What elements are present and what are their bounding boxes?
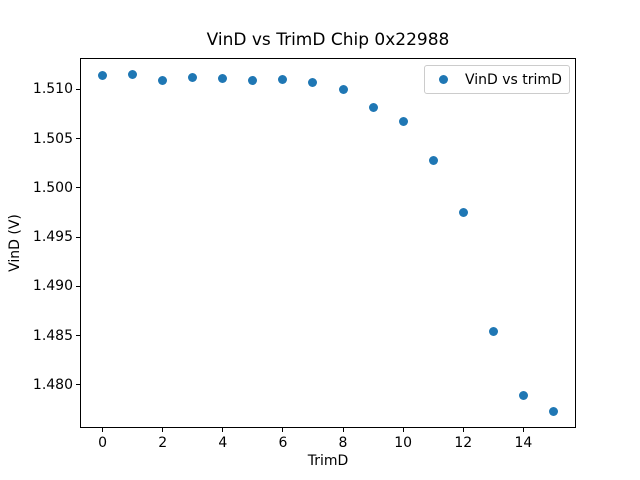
scatter-point	[218, 74, 228, 84]
scatter-point	[518, 391, 528, 401]
plot-area	[80, 58, 576, 428]
x-tick-mark	[102, 428, 104, 432]
y-tick-label: 1.505	[32, 130, 73, 147]
scatter-point	[128, 70, 138, 80]
scatter-point	[368, 102, 378, 112]
y-tick-mark	[76, 88, 80, 90]
x-tick-label: 12	[454, 435, 473, 451]
x-tick-label: 8	[338, 435, 348, 451]
scatter-point	[398, 117, 408, 127]
x-tick-mark	[282, 428, 284, 432]
y-tick-label: 1.485	[32, 327, 73, 344]
y-tick-label: 1.495	[32, 229, 73, 246]
y-tick-label: 1.500	[32, 179, 73, 196]
scatter-point	[158, 76, 168, 86]
x-tick-mark	[342, 428, 344, 432]
scatter-point	[278, 75, 288, 85]
legend: VinD vs trimD	[424, 65, 570, 94]
y-tick-label: 1.480	[32, 376, 73, 393]
x-tick-label: 4	[218, 435, 228, 451]
scatter-point	[338, 84, 348, 94]
y-tick-mark	[76, 138, 80, 140]
x-tick-mark	[462, 428, 464, 432]
x-tick-label: 14	[514, 435, 533, 451]
legend-marker-icon	[439, 75, 448, 84]
scatter-point	[98, 71, 108, 81]
x-tick-label: 10	[394, 435, 413, 451]
y-tick-label: 1.490	[32, 278, 73, 295]
chart-title: VinD vs TrimD Chip 0x22988	[206, 30, 450, 50]
scatter-point	[188, 73, 198, 83]
x-tick-label: 0	[98, 435, 107, 451]
legend-label: VinD vs trimD	[465, 71, 562, 88]
scatter-point	[308, 78, 318, 88]
x-tick-label: 2	[158, 435, 168, 451]
x-tick-label: 6	[278, 435, 288, 451]
y-tick-mark	[76, 335, 80, 336]
y-axis-label: VinD (V)	[7, 214, 23, 272]
scatter-point	[488, 327, 498, 337]
x-tick-mark	[402, 428, 404, 432]
y-tick-mark	[76, 187, 80, 189]
y-tick-mark	[76, 384, 80, 386]
scatter-point	[428, 155, 438, 165]
x-tick-mark	[162, 428, 164, 432]
scatter-point	[548, 406, 558, 416]
scatter-point	[458, 207, 468, 217]
y-tick-mark	[76, 285, 80, 287]
y-tick-label: 1.510	[32, 81, 73, 98]
scatter-point	[248, 76, 258, 86]
x-tick-mark	[222, 428, 224, 432]
x-tick-mark	[522, 428, 524, 432]
y-tick-mark	[76, 236, 80, 238]
x-axis-label: TrimD	[307, 453, 349, 469]
